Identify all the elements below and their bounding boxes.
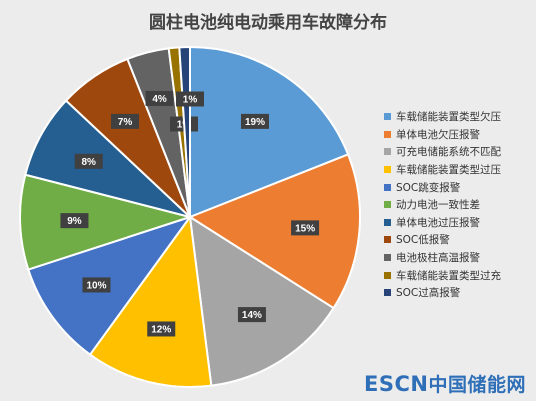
legend-swatch <box>384 218 391 226</box>
pie-slice-1 <box>189 45 350 219</box>
legend-item: 电池极柱高温报警 <box>384 249 501 267</box>
svg-text:8%: 8% <box>81 157 96 168</box>
watermark-logo: ESCN中国储能网 <box>364 370 526 397</box>
svg-text:12%: 12% <box>151 324 171 335</box>
legend-label: 车载储能装置类型过充 <box>396 269 501 282</box>
legend-item: 可充电储能系统不匹配 <box>384 143 501 161</box>
legend-swatch <box>384 166 391 174</box>
svg-text:19%: 19% <box>245 117 265 128</box>
pie-slice-3 <box>188 215 335 387</box>
slice-label-4: 12% <box>147 321 176 337</box>
legend-item: SOC过高报警 <box>384 284 501 302</box>
legend-label: 可充电储能系统不匹配 <box>396 146 501 159</box>
legend-item: SOC低报警 <box>384 231 501 249</box>
svg-text:4%: 4% <box>152 94 167 105</box>
legend-item: 车载储能装置类型过压 <box>384 161 501 179</box>
pie-slice-4 <box>88 214 213 388</box>
chart-title: 圆柱电池纯电动乘用车故障分布 <box>149 13 387 33</box>
pie-slice-2 <box>187 153 361 310</box>
legend-label: 车载储能装置类型欠压 <box>396 111 501 124</box>
slice-label-1: 19% <box>240 113 269 129</box>
svg-text:1%: 1% <box>183 95 198 106</box>
pie-slice-11 <box>178 45 191 218</box>
svg-text:15%: 15% <box>295 223 315 234</box>
legend-swatch <box>384 183 391 191</box>
legend-item: 车载储能装置类型过充 <box>384 266 501 284</box>
legend-item: 单体电池过压报警 <box>384 214 501 232</box>
legend-item: 单体电池欠压报警 <box>384 126 501 144</box>
slice-label-11: 1% <box>176 91 204 107</box>
slice-label-6: 9% <box>60 213 89 229</box>
slice-label-2: 15% <box>291 220 320 236</box>
legend-swatch <box>384 254 391 262</box>
legend-label: SOC跳变报警 <box>396 181 461 194</box>
legend-item: 动力电池一致性差 <box>384 196 501 214</box>
watermark-brand: ESCN <box>364 372 429 396</box>
legend-swatch <box>384 201 391 209</box>
slice-label-3: 14% <box>237 307 266 323</box>
legend-swatch <box>384 271 391 279</box>
slice-label-5: 10% <box>82 277 111 293</box>
legend-item: 车载储能装置类型欠压 <box>384 108 501 126</box>
legend-label: 单体电池欠压报警 <box>396 128 480 141</box>
chart-legend: 车载储能装置类型欠压 单体电池欠压报警可充电储能系统不匹配 车载储能装置类型过压 SO… <box>384 108 501 302</box>
svg-text:9%: 9% <box>67 216 82 227</box>
legend-swatch <box>384 289 391 297</box>
legend-label: 车载储能装置类型过压 <box>396 164 501 177</box>
legend-label: SOC低报警 <box>396 234 450 247</box>
svg-text:10%: 10% <box>86 280 106 291</box>
legend-swatch <box>384 236 391 244</box>
legend-swatch <box>384 130 391 138</box>
pie-slice-6 <box>19 173 194 271</box>
legend-swatch <box>384 113 391 121</box>
legend-swatch <box>384 148 391 156</box>
legend-label: 单体电池过压报警 <box>396 216 480 229</box>
slice-label-7: 8% <box>74 153 103 169</box>
watermark-site: 中国储能网 <box>428 374 526 396</box>
legend-label: 电池极柱高温报警 <box>396 252 480 265</box>
slice-label-9: 4% <box>145 90 174 106</box>
svg-text:7%: 7% <box>118 117 133 128</box>
legend-label: 动力电池一致性差 <box>396 199 480 212</box>
legend-label: SOC过高报警 <box>396 287 461 300</box>
legend-item: SOC跳变报警 <box>384 178 501 196</box>
slice-label-8: 7% <box>111 113 140 129</box>
svg-text:14%: 14% <box>242 310 262 321</box>
